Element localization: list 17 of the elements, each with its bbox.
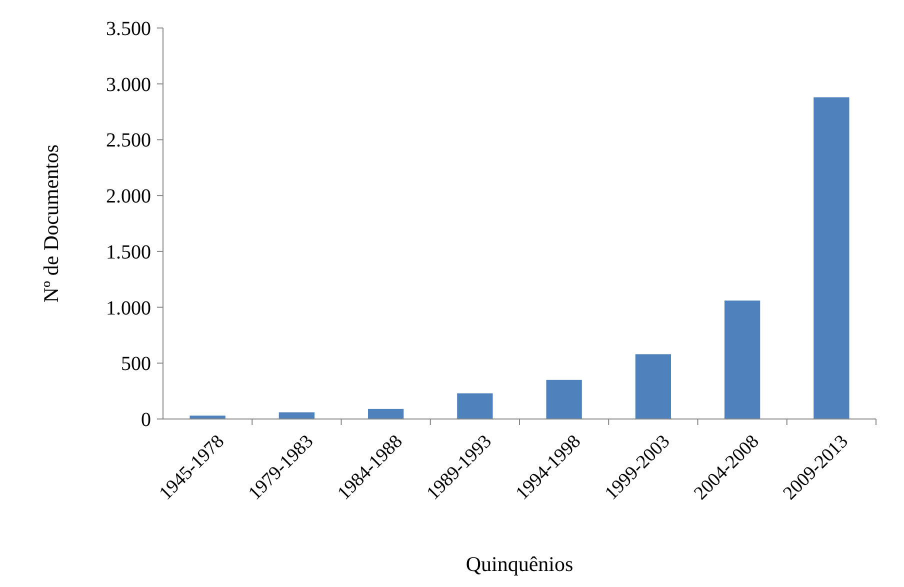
- y-tick-label: 3.000: [106, 74, 151, 96]
- bar: [814, 97, 850, 419]
- y-axis-title: Nº de Documentos: [39, 144, 63, 303]
- y-tick-label: 3.500: [106, 18, 151, 40]
- y-tick-label: 1.000: [106, 297, 151, 320]
- bar: [724, 300, 760, 419]
- y-tick-label: 2.000: [106, 186, 151, 208]
- y-tick-label: 500: [121, 353, 151, 376]
- bar: [190, 416, 226, 419]
- x-axis-title: Quinquênios: [466, 552, 574, 576]
- bar: [635, 354, 672, 419]
- y-tick-label: 1.500: [106, 241, 151, 264]
- y-tick-label: 2.500: [106, 130, 151, 152]
- y-tick-label: 0: [141, 409, 151, 431]
- bar: [546, 380, 582, 419]
- bar: [457, 393, 493, 419]
- bar: [368, 408, 404, 419]
